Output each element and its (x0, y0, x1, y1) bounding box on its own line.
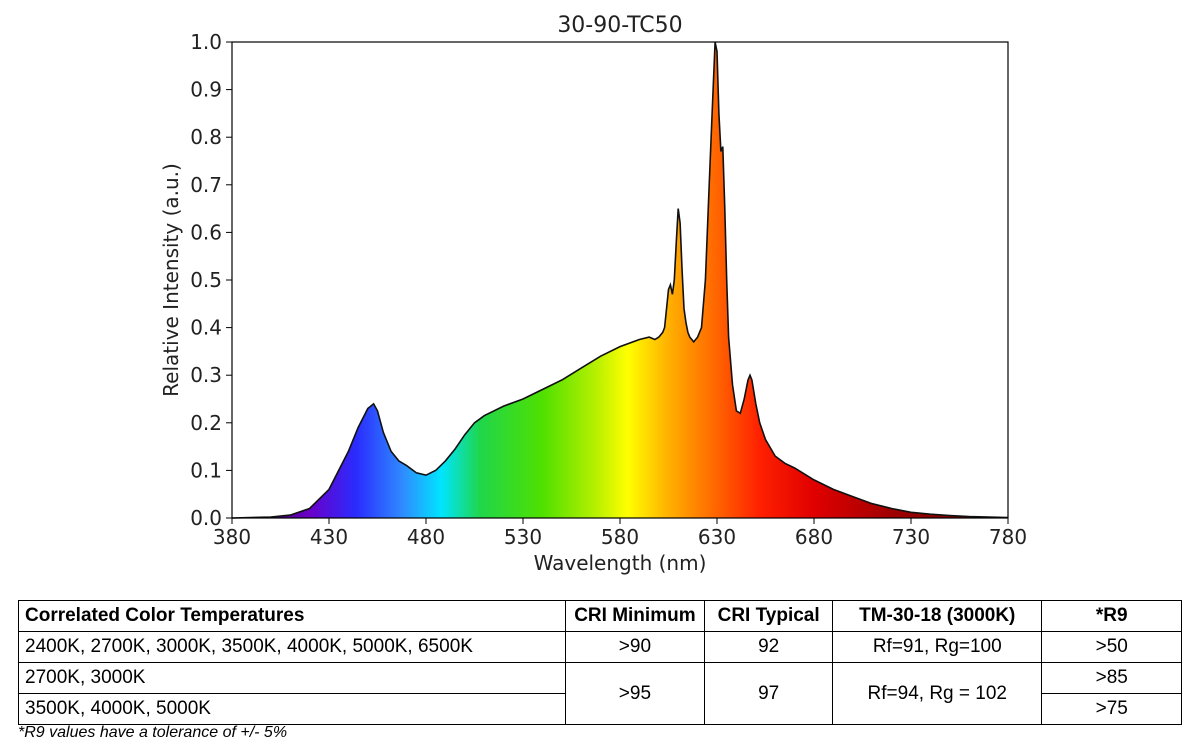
x-tick-label: 630 (698, 525, 736, 549)
header-cri-typ: CRI Typical (704, 600, 834, 632)
cell-cri-typ: 92 (704, 631, 834, 663)
y-tick-label: 0.6 (190, 220, 222, 244)
x-tick-label: 580 (601, 525, 639, 549)
cell-cct: 3500K, 4000K, 5000K (18, 693, 566, 725)
y-tick-label: 0.7 (190, 173, 222, 197)
x-axis-label: Wavelength (nm) (534, 551, 707, 575)
spec-table: Correlated Color Temperatures CRI Minimu… (18, 600, 1182, 725)
x-tick-label: 530 (504, 525, 542, 549)
cell-tm30: Rf=91, Rg=100 (832, 631, 1043, 663)
y-tick-label: 0.0 (190, 506, 222, 530)
header-r9: *R9 (1041, 600, 1182, 632)
header-cri-min: CRI Minimum (564, 600, 706, 632)
cell-cri-min: >90 (564, 631, 706, 663)
x-tick-label: 380 (213, 525, 251, 549)
y-tick-label: 0.3 (190, 363, 222, 387)
spectrum-area (232, 42, 1008, 518)
y-tick-label: 0.9 (190, 78, 222, 102)
footnote: *R9 values have a tolerance of +/- 5% (18, 724, 288, 741)
cell-r9: >75 (1041, 693, 1182, 725)
cell-cct: 2700K, 3000K (18, 662, 566, 694)
header-cct: Correlated Color Temperatures (18, 600, 566, 632)
x-tick-label: 680 (795, 525, 833, 549)
x-tick-label: 430 (310, 525, 348, 549)
table-row: 2700K, 3000K >95 97 Rf=94, Rg = 102 >85 (18, 662, 1182, 725)
y-tick-label: 0.4 (190, 316, 222, 340)
cell-cri-min: >95 (564, 662, 706, 725)
cell-cct: 2400K, 2700K, 3000K, 3500K, 4000K, 5000K… (18, 631, 566, 663)
spectrum-line (231, 41, 1009, 519)
header-tm30: TM-30-18 (3000K) (832, 600, 1043, 632)
table-row: 2400K, 2700K, 3000K, 3500K, 4000K, 5000K… (18, 631, 1182, 663)
cell-cri-typ: 97 (704, 662, 834, 725)
y-axis-label: Relative Intensity (a.u.) (159, 163, 183, 397)
cell-r9: >50 (1041, 631, 1182, 663)
y-tick-label: 1.0 (190, 30, 222, 54)
cell-r9: >85 (1041, 662, 1182, 694)
y-tick-label: 0.8 (190, 125, 222, 149)
y-tick-label: 0.1 (190, 458, 222, 482)
table-header-row: Correlated Color Temperatures CRI Minimu… (18, 600, 1182, 632)
x-tick-label: 730 (892, 525, 930, 549)
chart-title: 30-90-TC50 (557, 13, 682, 38)
plot-area (231, 41, 1009, 519)
spectrum-chart: 30-90-TC50 380 430 480 530 580 630 680 730 780 0.… (159, 13, 1027, 575)
axis-ticks: 380 430 480 530 580 630 680 730 780 0.0 0.1 0.2 0.3 0… (190, 30, 1027, 549)
x-tick-label: 780 (989, 525, 1027, 549)
y-tick-label: 0.2 (190, 411, 222, 435)
x-tick-label: 480 (407, 525, 445, 549)
cell-tm30: Rf=94, Rg = 102 (832, 662, 1043, 725)
table-row: 3500K, 4000K, 5000K >75 (18, 693, 1182, 725)
y-tick-label: 0.5 (190, 268, 222, 292)
